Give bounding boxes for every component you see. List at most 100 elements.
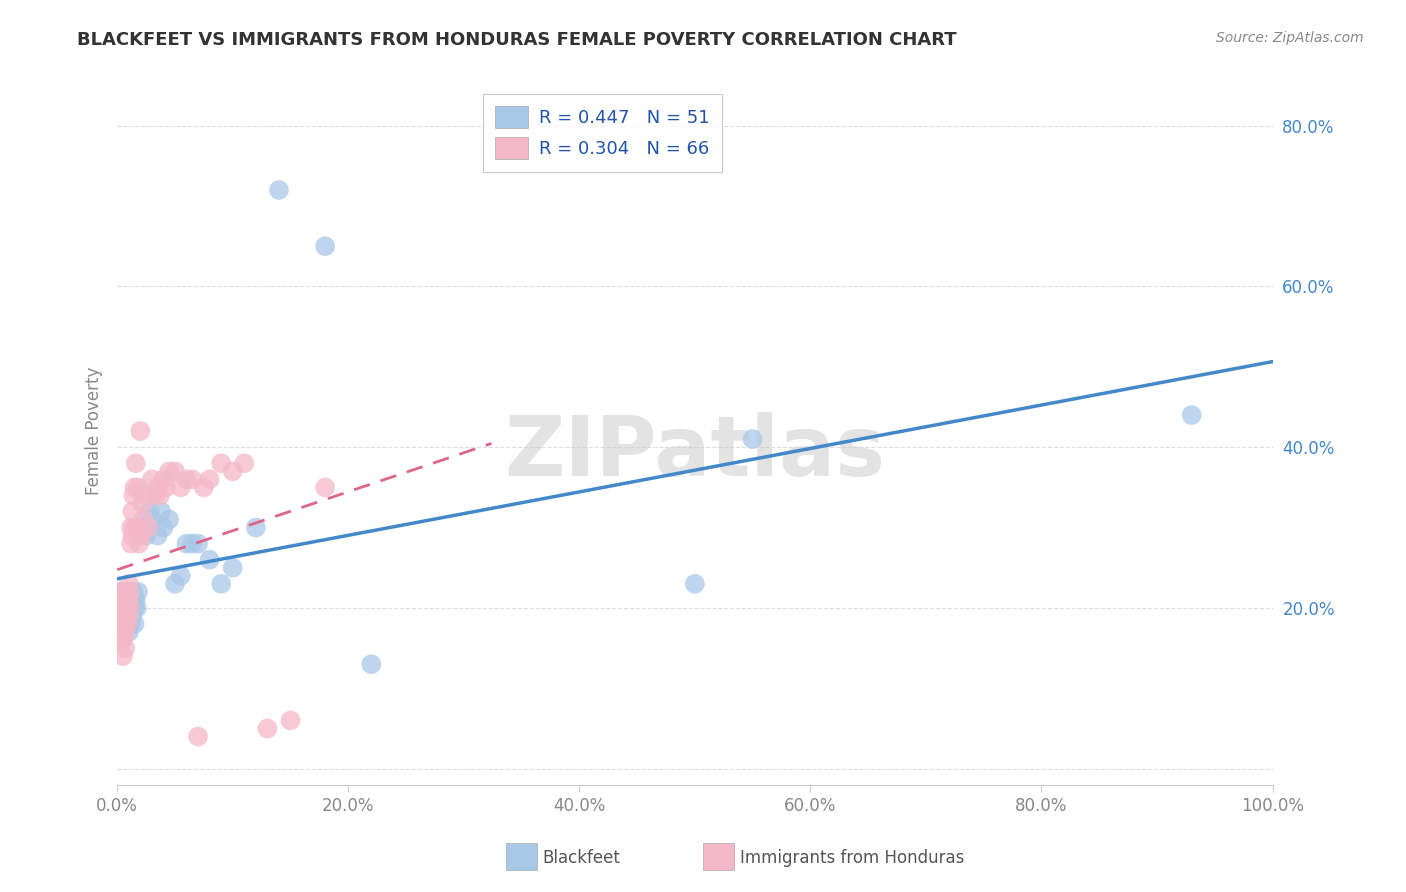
Point: [141, 512, 163, 526]
Point: [114, 585, 136, 599]
Point: [124, 601, 146, 615]
Point: [131, 528, 153, 542]
Point: [127, 585, 149, 599]
Point: [155, 480, 177, 494]
Point: [198, 472, 221, 486]
Point: [163, 576, 186, 591]
Point: [198, 552, 221, 566]
Text: ZIPatlas: ZIPatlas: [505, 412, 886, 492]
Point: [118, 593, 141, 607]
Point: [125, 520, 148, 534]
Text: Source: ZipAtlas.com: Source: ZipAtlas.com: [1216, 31, 1364, 45]
Point: [111, 585, 134, 599]
Point: [131, 496, 153, 510]
Point: [115, 593, 138, 607]
Point: [149, 488, 172, 502]
Point: [176, 536, 198, 550]
Point: [181, 536, 204, 550]
Point: [111, 633, 134, 648]
Point: [124, 456, 146, 470]
Point: [122, 488, 145, 502]
Point: [360, 657, 382, 672]
Point: [152, 520, 174, 534]
Point: [124, 593, 146, 607]
Point: [118, 609, 141, 624]
Point: [267, 183, 290, 197]
Point: [114, 601, 136, 615]
Point: [118, 625, 141, 640]
Point: [146, 528, 169, 542]
Point: [111, 649, 134, 664]
Point: [683, 576, 706, 591]
Point: [125, 601, 148, 615]
Point: [111, 617, 134, 632]
Point: [157, 512, 180, 526]
Point: [127, 480, 149, 494]
Point: [111, 601, 134, 615]
Point: [245, 520, 267, 534]
Point: [114, 641, 136, 656]
Point: [118, 609, 141, 624]
Point: [132, 512, 155, 526]
Point: [118, 576, 141, 591]
Point: [122, 585, 145, 599]
Point: [111, 601, 134, 615]
Point: [146, 480, 169, 494]
Point: [187, 730, 209, 744]
Point: [111, 633, 134, 648]
Point: [141, 472, 163, 486]
Point: [118, 601, 141, 615]
Point: [170, 568, 193, 582]
Point: [176, 472, 198, 486]
Point: [118, 601, 141, 615]
Text: BLACKFEET VS IMMIGRANTS FROM HONDURAS FEMALE POVERTY CORRELATION CHART: BLACKFEET VS IMMIGRANTS FROM HONDURAS FE…: [77, 31, 957, 49]
Point: [110, 633, 132, 648]
Point: [118, 585, 141, 599]
Point: [120, 585, 142, 599]
Point: [120, 520, 142, 534]
Point: [111, 617, 134, 632]
Point: [117, 617, 139, 632]
Point: [1181, 408, 1204, 422]
Point: [114, 609, 136, 624]
Point: [129, 424, 152, 438]
Point: [314, 239, 336, 253]
Point: [114, 625, 136, 640]
Point: [222, 560, 245, 574]
Point: [108, 625, 131, 640]
Point: [115, 617, 138, 632]
Point: [121, 609, 143, 624]
Point: [143, 488, 166, 502]
Point: [118, 609, 141, 624]
Point: [138, 520, 160, 534]
Point: [111, 593, 134, 607]
Point: [120, 536, 142, 550]
Point: [117, 585, 139, 599]
Point: [124, 617, 146, 632]
Point: [209, 456, 232, 470]
Point: [129, 520, 152, 534]
Point: [163, 464, 186, 478]
Point: [121, 504, 143, 518]
Point: [222, 464, 245, 478]
Point: [233, 456, 256, 470]
Point: [131, 520, 153, 534]
Point: [187, 536, 209, 550]
Text: Blackfeet: Blackfeet: [543, 849, 620, 867]
Point: [108, 601, 131, 615]
Point: [157, 464, 180, 478]
Point: [124, 480, 146, 494]
Point: [150, 504, 173, 518]
Point: [256, 722, 278, 736]
Point: [121, 601, 143, 615]
Point: [152, 472, 174, 486]
Point: [114, 593, 136, 607]
Point: [135, 488, 157, 502]
Point: [209, 576, 232, 591]
Point: [114, 593, 136, 607]
Point: [110, 585, 132, 599]
Point: [118, 593, 141, 607]
Point: [111, 585, 134, 599]
Point: [138, 504, 160, 518]
Point: [121, 528, 143, 542]
